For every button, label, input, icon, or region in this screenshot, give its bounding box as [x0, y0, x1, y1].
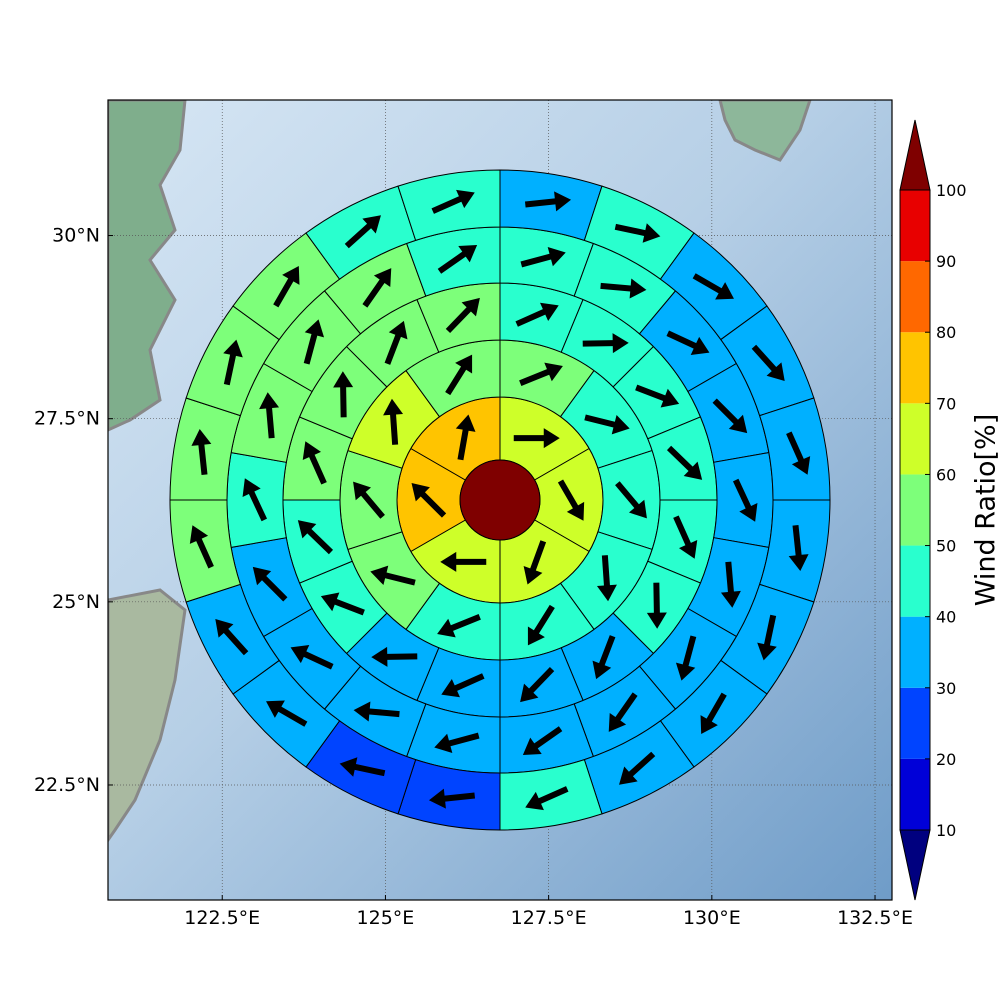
x-tick-label: 125°E	[357, 907, 415, 929]
y-tick-label: 25°N	[52, 591, 100, 613]
colorbar-segment	[900, 190, 930, 261]
center-disk	[460, 460, 540, 540]
colorbar-segment	[900, 617, 930, 688]
colorbar-segment	[900, 261, 930, 332]
colorbar-segment	[900, 759, 930, 830]
colorbar-tick-label: 30	[936, 679, 956, 698]
colorbar-label: Wind Ratio[%]	[971, 414, 1000, 606]
colorbar: 10 20 30 40 50 60 70 80 90 100	[900, 120, 967, 900]
colorbar-extend-high	[900, 120, 930, 190]
colorbar-segment	[900, 546, 930, 617]
colorbar-segment	[900, 403, 930, 474]
x-tick-label: 132.5°E	[837, 907, 913, 929]
colorbar-segment	[900, 688, 930, 759]
colorbar-segment	[900, 332, 930, 403]
colorbar-tick-label: 100	[936, 181, 967, 200]
colorbar-extend-low	[900, 830, 930, 900]
colorbar-tick-label: 40	[936, 608, 956, 627]
sectors	[170, 170, 830, 830]
y-tick-label: 30°N	[52, 225, 100, 247]
y-tick-label: 27.5°N	[34, 408, 100, 430]
x-tick-label: 127.5°E	[511, 907, 587, 929]
colorbar-tick-label: 70	[936, 394, 956, 413]
colorbar-tick-label: 60	[936, 465, 956, 484]
colorbar-segment	[900, 474, 930, 545]
colorbar-tick-label: 10	[936, 821, 956, 840]
y-tick-label: 22.5°N	[34, 774, 100, 796]
colorbar-tick-label: 20	[936, 750, 956, 769]
colorbar-tick-label: 50	[936, 537, 956, 556]
x-tick-label: 130°E	[683, 907, 741, 929]
colorbar-tick-label: 80	[936, 323, 956, 342]
colorbar-tick-label: 90	[936, 252, 956, 271]
x-tick-label: 122.5°E	[184, 907, 260, 929]
